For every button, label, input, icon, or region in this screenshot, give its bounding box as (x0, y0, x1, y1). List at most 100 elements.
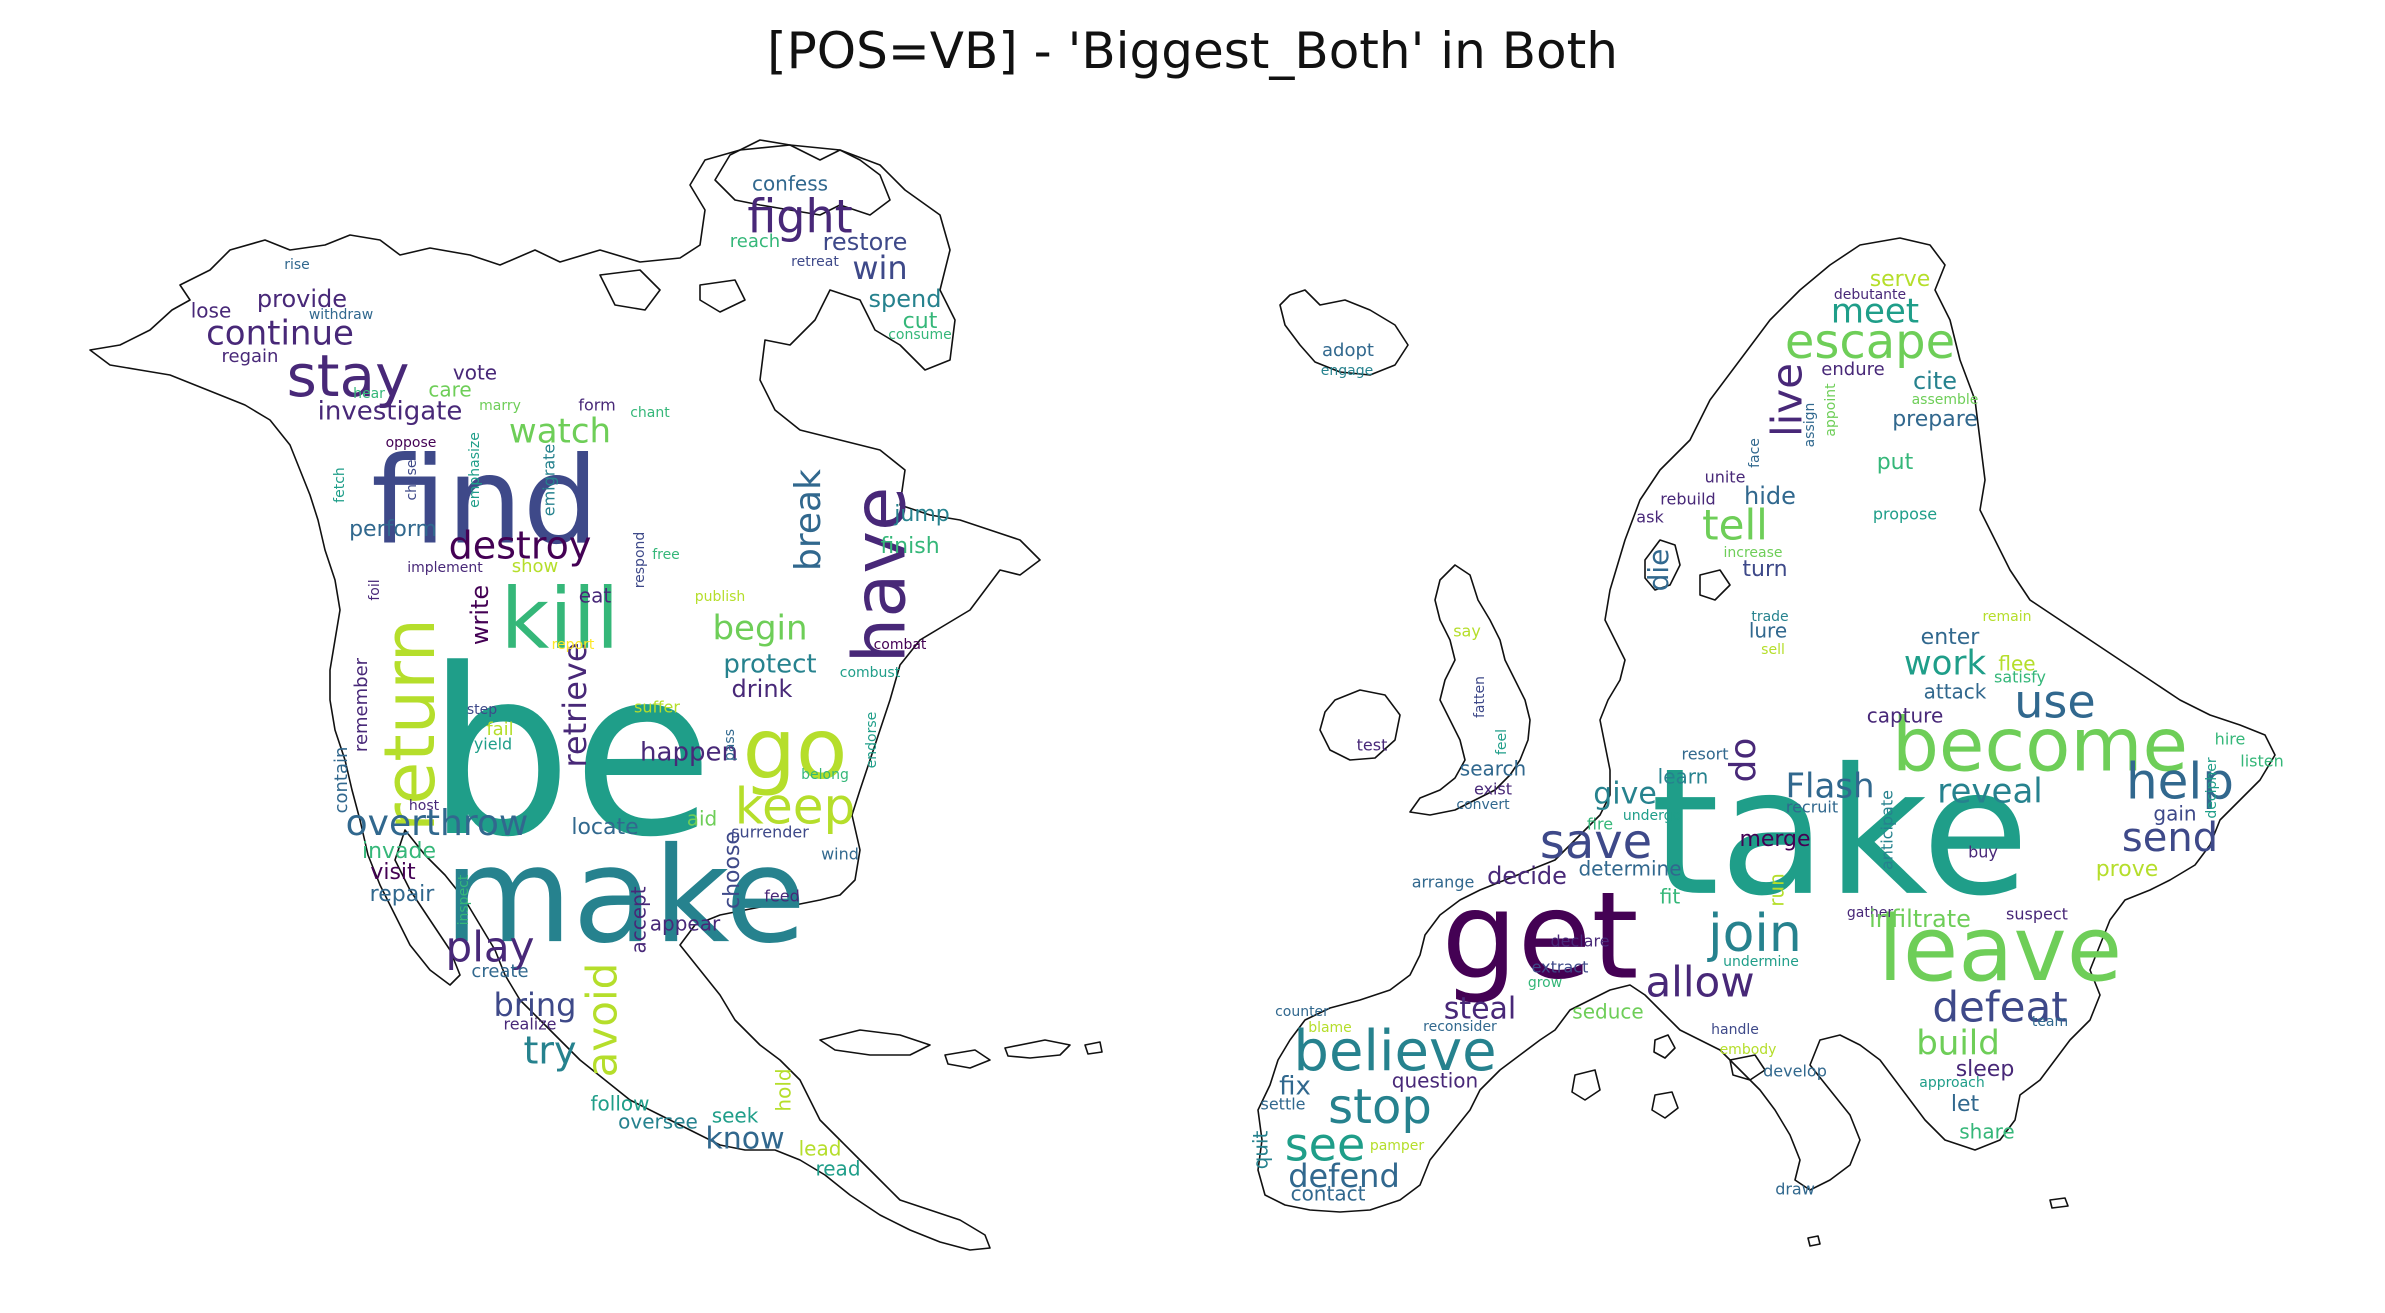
word-locate: locate (571, 815, 638, 840)
word-choose: choose (720, 831, 745, 909)
word-turn: turn (1742, 557, 1787, 582)
word-convert: convert (1456, 797, 1510, 813)
word-avoid: avoid (578, 963, 627, 1078)
word-go: go (743, 700, 848, 798)
word-show: show (512, 556, 559, 577)
word-bring: bring (494, 986, 577, 1024)
word-appoint: appoint (1823, 383, 1839, 437)
word-ask: ask (1636, 508, 1664, 527)
word-stay: stay (287, 342, 410, 410)
word-learn: learn (1658, 765, 1709, 789)
word-suspect: suspect (2006, 905, 2068, 924)
word-wind: wind (821, 845, 859, 864)
word-report: report (552, 637, 595, 653)
word-consume: consume (888, 327, 952, 343)
word-steal: steal (1444, 992, 1517, 1027)
word-vote: vote (453, 361, 497, 385)
word-exist: exist (1474, 780, 1512, 799)
word-defend: defend (1288, 1157, 1400, 1195)
word-combat: combat (874, 637, 927, 653)
word-listen: listen (2240, 752, 2283, 771)
word-foil: foil (367, 579, 383, 600)
word-form: form (578, 396, 615, 415)
word-destroy: destroy (449, 524, 592, 568)
word-visit: visit (370, 860, 416, 885)
word-play: play (446, 923, 535, 972)
word-implement: implement (407, 560, 483, 576)
word-arrange: arrange (1412, 873, 1475, 892)
word-engage: engage (1321, 363, 1373, 379)
word-hear: hear (353, 386, 385, 402)
word-die: die (1642, 549, 1675, 592)
word-give: give (1593, 777, 1657, 812)
word-seduce: seduce (1572, 1000, 1643, 1024)
word-perform: perform (349, 517, 437, 542)
word-invade: invade (362, 839, 436, 864)
north-america-outline (89, 139, 1103, 1251)
word-decipher: decipher (2204, 757, 2220, 818)
word-resort: resort (1681, 745, 1728, 764)
word-belong: belong (801, 767, 849, 783)
word-regain: regain (222, 346, 279, 367)
word-sell: sell (1761, 642, 1785, 658)
word-feed: feed (764, 887, 799, 906)
word-leave: leave (1878, 897, 2122, 1002)
word-put: put (1877, 450, 1914, 475)
word-flee: flee (1998, 652, 2035, 676)
word-blame: blame (1308, 1020, 1352, 1036)
word-yield: yield (474, 735, 512, 754)
word-capture: capture (1867, 704, 1944, 728)
word-remain: remain (1982, 609, 2031, 625)
word-lead: lead (799, 1137, 842, 1161)
word-quit: quit (1249, 1130, 1273, 1169)
word-satisfy: satisfy (1994, 668, 2046, 687)
word-fatten: fatten (1472, 676, 1488, 718)
word-search: search (1460, 757, 1526, 781)
word-declare: declare (1550, 932, 1609, 951)
word-try: try (523, 1029, 576, 1073)
word-follow: follow (591, 1092, 650, 1116)
word-face: face (1747, 438, 1763, 468)
word-believe: believe (1293, 1019, 1496, 1084)
word-allow: allow (1645, 958, 1754, 1007)
word-finish: finish (880, 534, 939, 559)
word-counter: counter (1275, 1004, 1329, 1020)
word-overthrow: overthrow (346, 803, 529, 844)
word-gain: gain (2153, 802, 2196, 826)
word-reveal: reveal (1937, 772, 2042, 812)
word-increase: increase (1723, 545, 1782, 561)
word-make: make (444, 819, 806, 973)
word-debutante: debutante (1834, 287, 1906, 303)
word-emphasize: emphasize (467, 432, 483, 508)
word-protect: protect (723, 650, 816, 680)
word-prepare: prepare (1892, 407, 1978, 432)
word-cut: cut (903, 309, 938, 334)
word-approach: approach (1919, 1075, 1985, 1091)
word-embody: embody (1720, 1042, 1777, 1058)
word-seek: seek (712, 1104, 759, 1128)
word-pamper: pamper (1370, 1138, 1425, 1154)
word-work: work (1904, 644, 1987, 684)
word-serve: serve (1870, 267, 1931, 292)
word-buy: buy (1968, 843, 1998, 862)
word-begin: begin (712, 609, 807, 649)
word-unite: unite (1705, 468, 1746, 487)
word-reach: reach (730, 231, 780, 252)
word-infiltrate: infiltrate (1869, 905, 1971, 933)
word-assign: assign (1802, 403, 1818, 448)
word-continue: continue (206, 314, 354, 354)
word-restore: restore (823, 228, 908, 256)
word-jump: jump (893, 502, 949, 527)
word-endure: endure (1821, 359, 1884, 380)
word-fix: fix (1279, 1072, 1311, 1102)
word-meet: meet (1831, 292, 1919, 332)
word-remember: remember (351, 657, 372, 752)
word-realize: realize (503, 1015, 556, 1034)
word-share: share (1959, 1120, 2014, 1144)
word-assemble: assemble (1912, 392, 1979, 408)
word-keep: keep (735, 778, 855, 836)
word-escape: escape (1785, 314, 1955, 370)
word-retreat: retreat (791, 254, 839, 270)
word-handle: handle (1711, 1022, 1759, 1038)
